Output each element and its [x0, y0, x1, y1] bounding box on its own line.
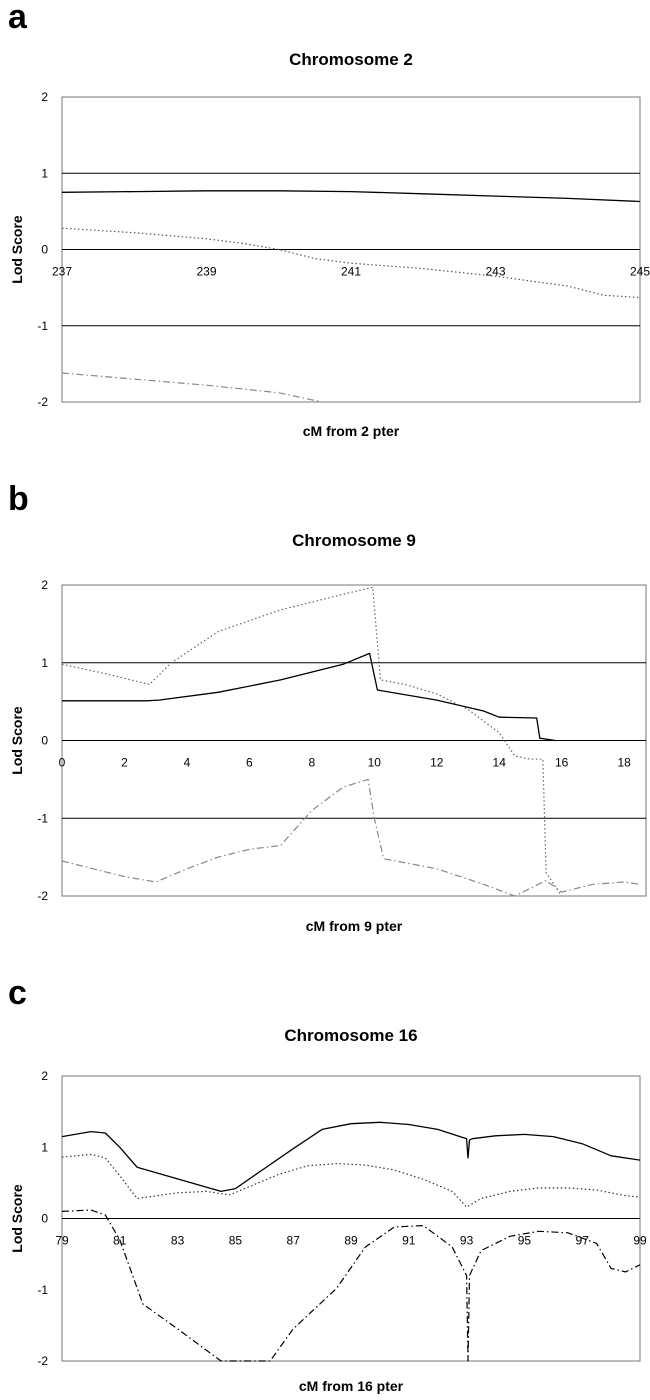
- x-tick-label: 79: [55, 1234, 69, 1248]
- y-tick-label: -1: [37, 811, 48, 825]
- x-tick-label: 241: [341, 265, 361, 279]
- x-tick-label: 85: [229, 1234, 243, 1248]
- y-tick-label: 2: [41, 90, 48, 104]
- panel-label: a: [8, 0, 28, 36]
- x-tick-label: 89: [344, 1234, 358, 1248]
- series-line-1-solid: [61, 1121, 641, 1193]
- x-axis-title: cM from 16 pter: [299, 1378, 404, 1394]
- series-line-3-dash-dot: [61, 1209, 641, 1362]
- y-tick-label: -2: [37, 889, 48, 903]
- x-tick-label: 4: [184, 756, 191, 770]
- series-line-3-dash-dot: [61, 372, 323, 403]
- series-line-1-solid: [61, 190, 641, 203]
- y-tick-label: 0: [41, 243, 48, 257]
- x-axis-title: cM from 2 pter: [303, 423, 400, 439]
- x-tick-label: 12: [430, 756, 444, 770]
- x-tick-label: 91: [402, 1234, 416, 1248]
- y-tick-label: 0: [41, 1212, 48, 1226]
- x-tick-label: 16: [555, 756, 569, 770]
- panel-label: c: [8, 974, 27, 1012]
- chart-title: Chromosome 16: [284, 1026, 417, 1045]
- y-tick-label: 1: [41, 166, 48, 180]
- x-tick-label: 245: [630, 265, 650, 279]
- chart-title: Chromosome 2: [289, 50, 413, 69]
- x-tick-label: 93: [460, 1234, 474, 1248]
- y-tick-label: 1: [41, 1140, 48, 1154]
- x-tick-label: 8: [308, 756, 315, 770]
- x-axis-title: cM from 9 pter: [306, 918, 403, 934]
- y-axis-title: Lod Score: [9, 215, 25, 284]
- x-tick-label: 243: [485, 265, 505, 279]
- y-tick-label: -2: [37, 1354, 48, 1368]
- panel-label: b: [8, 480, 29, 518]
- series-line-1-solid: [62, 652, 556, 742]
- y-tick-label: 2: [41, 578, 48, 592]
- y-tick-label: -1: [37, 319, 48, 333]
- x-tick-label: 239: [196, 265, 216, 279]
- x-tick-label: 2: [121, 756, 128, 770]
- chart-title: Chromosome 9: [292, 531, 416, 550]
- series-line-2-dotted: [61, 227, 641, 299]
- x-tick-label: 10: [368, 756, 382, 770]
- x-tick-label: 237: [52, 265, 72, 279]
- x-tick-label: 87: [287, 1234, 301, 1248]
- x-tick-label: 18: [617, 756, 631, 770]
- y-axis-title: Lod Score: [9, 1184, 25, 1253]
- y-tick-label: -2: [37, 395, 48, 409]
- x-tick-label: 95: [518, 1234, 532, 1248]
- y-tick-label: 1: [41, 656, 48, 670]
- series-line-2-dotted: [61, 586, 563, 897]
- chart-panel-a: a Chromosome 2 2 1 0 -1 -2 237 239 241 243 245 Lod S…: [8, 0, 650, 439]
- x-tick-label: 83: [171, 1234, 185, 1248]
- y-tick-label: 2: [41, 1069, 48, 1083]
- series-line-3-dash-dot: [61, 778, 640, 897]
- x-tick-label: 99: [633, 1234, 647, 1248]
- x-tick-label: 0: [59, 756, 66, 770]
- y-tick-label: -1: [37, 1283, 48, 1297]
- y-axis-title: Lod Score: [9, 706, 25, 775]
- x-tick-label: 6: [246, 756, 253, 770]
- x-tick-label: 97: [576, 1234, 590, 1248]
- y-tick-label: 0: [41, 734, 48, 748]
- x-tick-label: 14: [493, 756, 507, 770]
